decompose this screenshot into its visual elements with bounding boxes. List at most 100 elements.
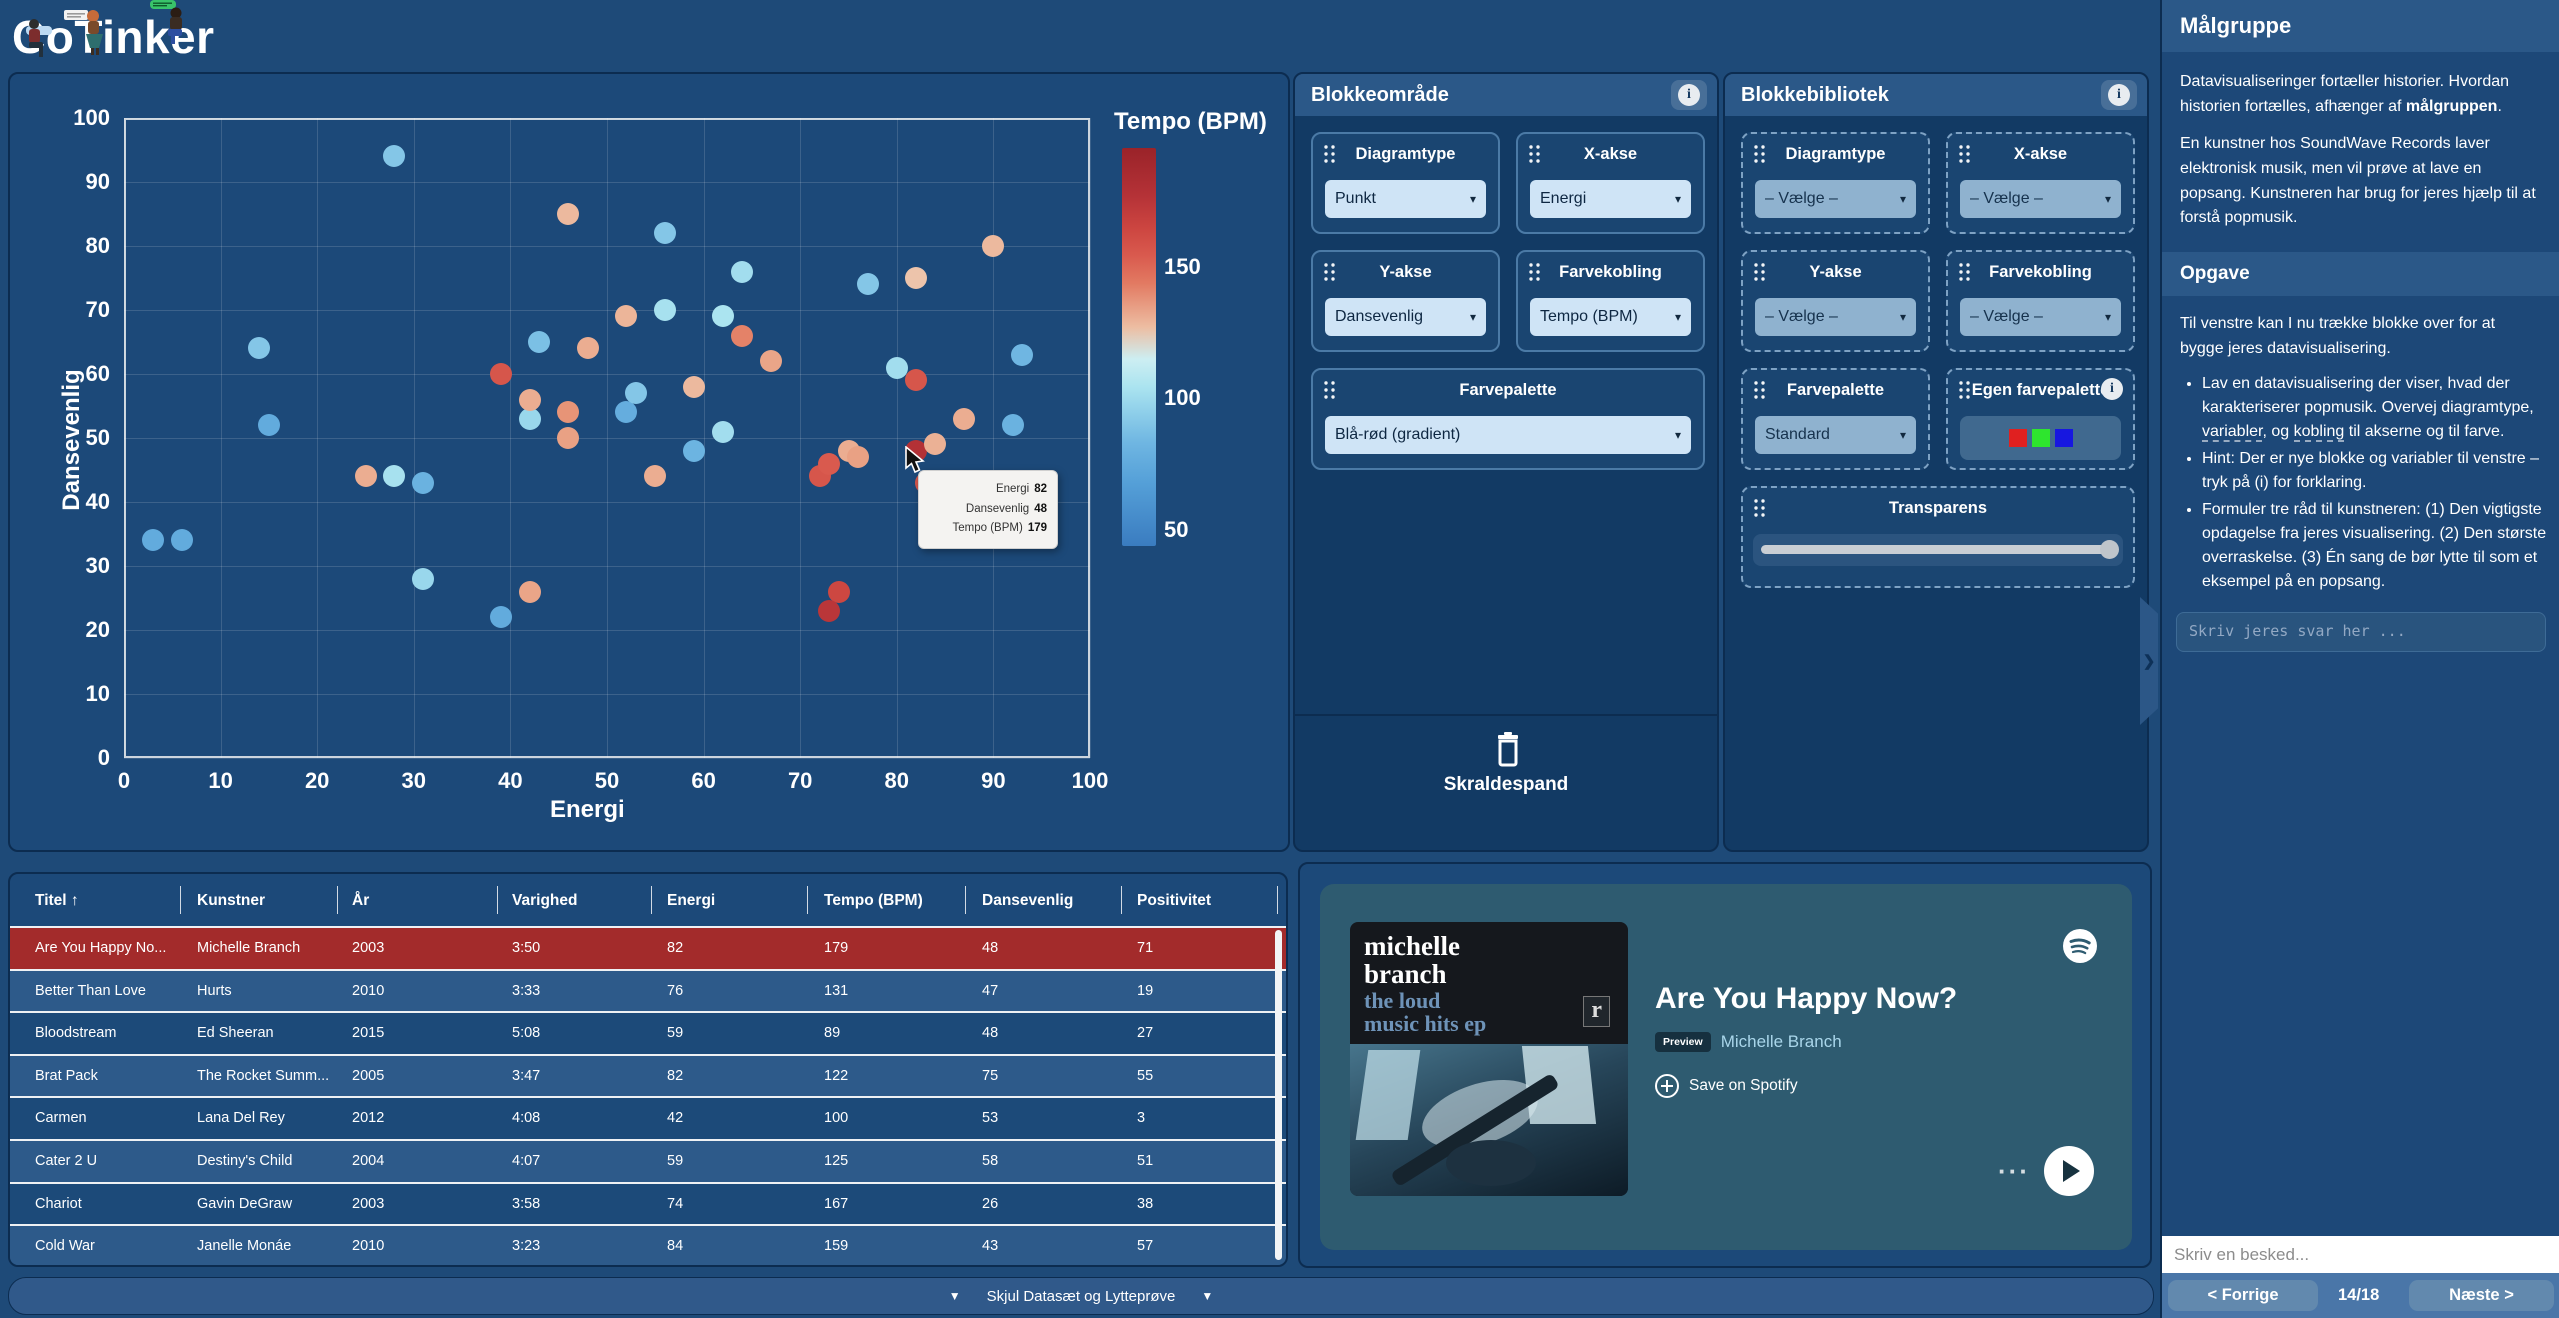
- block-y-akse[interactable]: Y-akse – Vælge – ▾: [1741, 250, 1930, 352]
- drag-handle-icon[interactable]: [1959, 145, 1971, 163]
- palette-swatch[interactable]: [2054, 429, 2073, 447]
- drag-handle-icon[interactable]: [1959, 263, 1971, 281]
- block-farvekobling[interactable]: Farvekobling Tempo (BPM) ▾: [1516, 250, 1705, 352]
- table-header-row[interactable]: Titel ↑ Kunstner År Varighed Energi Tempo (BP…: [10, 874, 1286, 926]
- scatter-point[interactable]: [856, 273, 879, 296]
- block-select[interactable]: Energi ▾: [1530, 180, 1691, 218]
- scatter-point[interactable]: [711, 305, 734, 328]
- scatter-point[interactable]: [682, 439, 705, 462]
- scatter-point[interactable]: [518, 407, 541, 430]
- scatter-point[interactable]: [557, 401, 580, 424]
- scatter-point[interactable]: [644, 465, 667, 488]
- scatter-point[interactable]: [624, 382, 647, 405]
- column-header[interactable]: Tempo (BPM): [824, 892, 923, 909]
- scatter-point[interactable]: [518, 580, 541, 603]
- block-select[interactable]: – Vælge – ▾: [1960, 298, 2121, 336]
- scatter-point[interactable]: [653, 222, 676, 245]
- scatter-point[interactable]: [489, 606, 512, 629]
- collapse-dataset-bar[interactable]: ▼ Skjul Datasæt og Lytteprøve ▼: [8, 1277, 2154, 1315]
- scatter-point[interactable]: [885, 356, 908, 379]
- scatter-point[interactable]: [615, 401, 638, 424]
- scatter-point[interactable]: [557, 427, 580, 449]
- block-farvekobling[interactable]: Farvekobling – Vælge – ▾: [1946, 250, 2135, 352]
- slider-track[interactable]: [1761, 545, 2115, 554]
- scatter-point[interactable]: [682, 375, 705, 398]
- scatter-point[interactable]: [489, 363, 512, 385]
- artist-link[interactable]: Michelle Branch: [1720, 1032, 1842, 1051]
- scatter-point[interactable]: [760, 350, 783, 373]
- previous-button[interactable]: < Forrige: [2168, 1280, 2318, 1311]
- drag-handle-icon[interactable]: [1529, 145, 1541, 163]
- next-button[interactable]: Næste >: [2409, 1280, 2554, 1311]
- table-row[interactable]: Cold War Janelle Monáe 2010 3:23 84 159 43 57: [10, 1224, 1286, 1265]
- scatter-point[interactable]: [905, 267, 928, 289]
- scatter-point[interactable]: [905, 369, 928, 392]
- drag-handle-icon[interactable]: [1959, 381, 1971, 399]
- column-header[interactable]: Positivitet: [1137, 892, 1212, 909]
- play-button[interactable]: [2044, 1146, 2094, 1196]
- scatter-point[interactable]: [615, 305, 638, 328]
- palette-swatch[interactable]: [2008, 429, 2027, 447]
- scatter-point[interactable]: [412, 567, 435, 590]
- trash-icon[interactable]: [1491, 732, 1525, 768]
- scatter-point[interactable]: [354, 465, 377, 488]
- block-egen-farvepalette[interactable]: Egen farvepalette i: [1946, 368, 2135, 470]
- palette-swatch[interactable]: [2031, 429, 2050, 447]
- scatter-point[interactable]: [383, 465, 406, 488]
- trash-label[interactable]: Skraldespand: [1443, 774, 1569, 795]
- table-row[interactable]: Better Than Love Hurts 2010 3:33 76 131 47 19: [10, 968, 1286, 1012]
- scatter-point[interactable]: [818, 599, 841, 622]
- scatter-point[interactable]: [248, 337, 271, 360]
- more-options-button[interactable]: ···: [1998, 1156, 2030, 1186]
- column-header[interactable]: År: [352, 892, 370, 909]
- drag-handle-icon[interactable]: [1754, 263, 1766, 281]
- block-area-info-button[interactable]: i: [1671, 80, 1707, 110]
- drag-handle-icon[interactable]: [1324, 381, 1336, 399]
- scatter-point[interactable]: [383, 145, 406, 168]
- sidebar-collapse-handle[interactable]: ❯: [2140, 597, 2158, 725]
- block-transparens[interactable]: Transparens: [1741, 486, 2135, 588]
- drag-handle-icon[interactable]: [1529, 263, 1541, 281]
- column-header[interactable]: Titel ↑: [35, 892, 79, 909]
- scatter-point[interactable]: [711, 420, 734, 443]
- block-select[interactable]: – Vælge – ▾: [1755, 180, 1916, 218]
- table-row[interactable]: Bloodstream Ed Sheeran 2015 5:08 59 89 48 27: [10, 1011, 1286, 1054]
- scatter-point[interactable]: [576, 337, 599, 360]
- custom-palette-swatches[interactable]: [1960, 416, 2121, 460]
- scatter-point[interactable]: [731, 260, 754, 283]
- drag-handle-icon[interactable]: [1324, 145, 1336, 163]
- block-x-akse[interactable]: X-akse – Vælge – ▾: [1946, 132, 2135, 234]
- block-diagramtype[interactable]: Diagramtype – Vælge – ▾: [1741, 132, 1930, 234]
- scatter-point[interactable]: [170, 529, 193, 552]
- block-select[interactable]: – Vælge – ▾: [1755, 298, 1916, 336]
- block-library-info-button[interactable]: i: [2101, 80, 2137, 110]
- scatter-point[interactable]: [653, 299, 676, 321]
- scatter-point[interactable]: [518, 388, 541, 411]
- scatter-point[interactable]: [827, 580, 850, 603]
- drag-handle-icon[interactable]: [1754, 381, 1766, 399]
- chat-message-input[interactable]: [2162, 1236, 2559, 1273]
- scatter-point[interactable]: [528, 331, 551, 353]
- table-row[interactable]: Cater 2 U Destiny's Child 2004 4:07 59 125 58 5…: [10, 1139, 1286, 1182]
- block-select[interactable]: Tempo (BPM) ▾: [1530, 298, 1691, 336]
- table-scrollbar[interactable]: [1275, 930, 1282, 1260]
- block-select[interactable]: Punkt ▾: [1325, 180, 1486, 218]
- drag-handle-icon[interactable]: [1754, 499, 1766, 517]
- transparency-slider[interactable]: [1753, 534, 2123, 566]
- scatter-point[interactable]: [1011, 343, 1034, 366]
- scatter-point[interactable]: [818, 452, 841, 475]
- column-header[interactable]: Varighed: [512, 892, 578, 909]
- block-select[interactable]: – Vælge – ▾: [1960, 180, 2121, 218]
- scatter-point[interactable]: [731, 324, 754, 347]
- scatter-point[interactable]: [847, 446, 870, 469]
- table-row[interactable]: Brat Pack The Rocket Summ... 2005 3:47 82 122…: [10, 1053, 1286, 1097]
- scatter-point[interactable]: [924, 433, 947, 456]
- scatter-point[interactable]: [557, 203, 580, 225]
- column-header[interactable]: Dansevenlig: [982, 892, 1074, 909]
- scatter-point[interactable]: [257, 414, 280, 437]
- slider-handle[interactable]: [2100, 540, 2119, 559]
- block-diagramtype[interactable]: Diagramtype Punkt ▾: [1311, 132, 1500, 234]
- scatter-point[interactable]: [1001, 414, 1024, 437]
- scatter-point[interactable]: [412, 471, 435, 494]
- block-select[interactable]: Dansevenlig ▾: [1325, 298, 1486, 336]
